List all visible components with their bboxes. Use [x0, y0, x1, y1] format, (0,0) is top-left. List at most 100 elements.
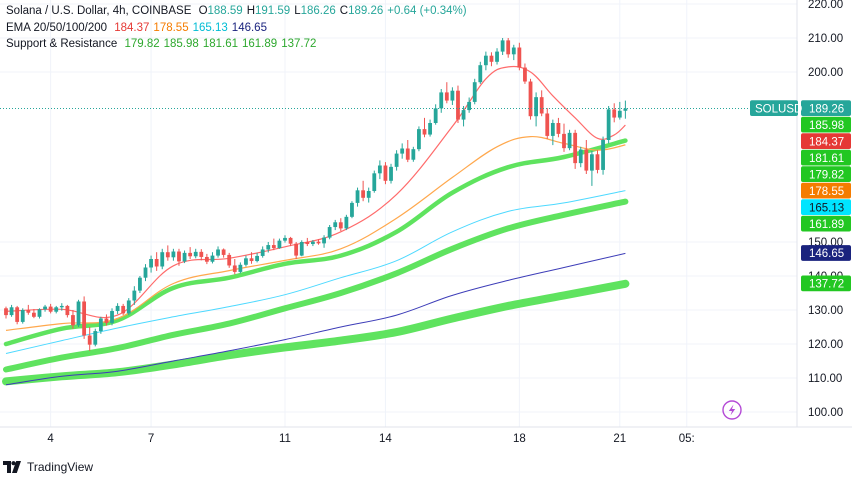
candle[interactable] — [110, 308, 114, 326]
candle[interactable] — [528, 78, 533, 120]
candle[interactable] — [199, 249, 204, 261]
candle[interactable] — [76, 299, 81, 327]
candle[interactable] — [550, 119, 555, 146]
candle[interactable] — [255, 252, 259, 263]
candle[interactable] — [422, 117, 427, 138]
candle[interactable] — [311, 239, 315, 247]
candle[interactable] — [143, 264, 148, 282]
candle[interactable] — [483, 51, 488, 71]
candle[interactable] — [165, 245, 170, 261]
candle[interactable] — [232, 259, 237, 275]
candle[interactable] — [506, 38, 511, 58]
price-label-sr[interactable]: 181.61 — [801, 149, 851, 166]
candle[interactable] — [495, 48, 499, 65]
candle[interactable] — [9, 304, 14, 317]
candle[interactable] — [182, 250, 187, 264]
candle[interactable] — [98, 316, 103, 334]
candle[interactable] — [227, 252, 232, 268]
price-label-sr[interactable]: 161.89 — [801, 215, 851, 232]
candle[interactable] — [606, 106, 611, 144]
symbol-title[interactable]: Solana / U.S. Dollar, 4h, COINBASE — [6, 5, 192, 17]
candle[interactable] — [126, 298, 131, 316]
candle[interactable] — [472, 78, 477, 105]
ema-indicator-label[interactable]: EMA 20/50/100/200 — [6, 21, 108, 34]
candle[interactable] — [160, 248, 165, 270]
candle[interactable] — [316, 239, 321, 245]
candle[interactable] — [573, 129, 578, 169]
candle[interactable] — [271, 238, 276, 251]
candle[interactable] — [54, 305, 59, 314]
candle[interactable] — [489, 52, 494, 67]
price-label-price[interactable]: 189.26 — [801, 100, 851, 116]
candle[interactable] — [601, 136, 605, 175]
candle[interactable] — [244, 255, 248, 267]
candle[interactable] — [204, 253, 209, 265]
candle[interactable] — [104, 314, 109, 326]
candle[interactable] — [377, 160, 382, 180]
candle[interactable] — [65, 304, 70, 318]
price-label-sr[interactable]: 137.72 — [801, 275, 851, 292]
candle[interactable] — [4, 306, 8, 319]
candle[interactable] — [517, 42, 522, 71]
candle[interactable] — [411, 146, 416, 162]
candle[interactable] — [82, 296, 87, 339]
candle[interactable] — [450, 87, 455, 105]
candle[interactable] — [193, 248, 198, 259]
candle[interactable] — [366, 187, 371, 203]
candle[interactable] — [584, 140, 589, 174]
tradingview-logo[interactable]: TradingView — [3, 460, 93, 474]
candle[interactable] — [154, 252, 159, 271]
candle[interactable] — [43, 304, 47, 312]
candle[interactable] — [221, 248, 226, 258]
candle[interactable] — [344, 214, 349, 231]
candle[interactable] — [355, 187, 360, 207]
price-axis[interactable]: 100.00110.00120.00130.00140.00150.00200.… — [750, 0, 851, 427]
candle[interactable] — [93, 328, 98, 347]
candle[interactable] — [132, 286, 137, 305]
candle[interactable] — [400, 143, 405, 159]
candle[interactable] — [539, 90, 544, 117]
candle[interactable] — [595, 150, 600, 174]
candle[interactable] — [405, 140, 410, 163]
candle[interactable] — [299, 240, 304, 257]
candle[interactable] — [461, 106, 466, 127]
price-chart[interactable]: 100.00110.00120.00130.00140.00150.00200.… — [0, 0, 852, 452]
time-axis[interactable]: 4 7 11 14 18 21 05: — [0, 426, 852, 445]
candle[interactable] — [389, 163, 393, 184]
candle[interactable] — [617, 101, 622, 120]
candle[interactable] — [171, 248, 176, 261]
candle[interactable] — [37, 308, 42, 319]
candle[interactable] — [305, 237, 310, 247]
candle[interactable] — [260, 246, 265, 258]
candle[interactable] — [567, 129, 572, 151]
candle[interactable] — [26, 304, 31, 315]
candle[interactable] — [87, 327, 92, 351]
candle[interactable] — [249, 252, 254, 264]
sr-indicator-label[interactable]: Support & Resistance — [6, 38, 118, 50]
candle[interactable] — [417, 126, 421, 152]
candle[interactable] — [456, 85, 460, 123]
price-label-ema20[interactable]: 184.37 — [801, 133, 851, 149]
candle[interactable] — [478, 61, 483, 84]
candle[interactable] — [433, 104, 438, 125]
candle[interactable] — [138, 276, 142, 293]
candle[interactable] — [322, 235, 326, 248]
candle[interactable] — [361, 180, 366, 202]
candle[interactable] — [545, 108, 550, 139]
price-label-sr[interactable]: 185.98 — [801, 116, 851, 133]
candle[interactable] — [556, 117, 561, 138]
candle[interactable] — [511, 44, 516, 61]
candle[interactable] — [238, 262, 243, 274]
candle[interactable] — [188, 247, 193, 259]
candle[interactable] — [444, 82, 449, 104]
candle[interactable] — [578, 146, 583, 168]
price-label-sr[interactable]: 179.82 — [801, 166, 851, 182]
candle[interactable] — [383, 162, 388, 185]
candle[interactable] — [590, 150, 594, 186]
candle[interactable] — [534, 92, 538, 127]
candle[interactable] — [327, 225, 332, 240]
candle[interactable] — [48, 303, 53, 314]
candle[interactable] — [15, 305, 20, 325]
candle[interactable] — [372, 170, 377, 193]
candle[interactable] — [350, 201, 354, 219]
